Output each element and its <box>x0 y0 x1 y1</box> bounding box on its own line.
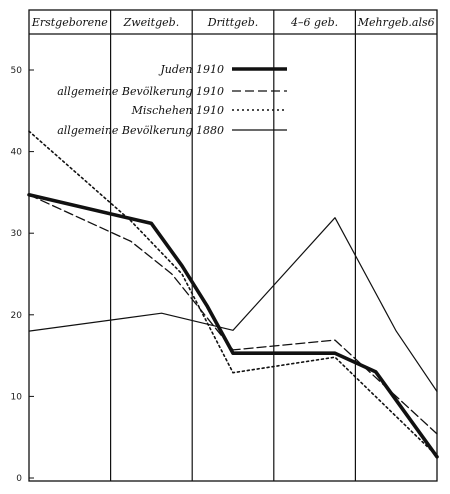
y-tick-label: 40 <box>11 148 23 158</box>
y-tick-label: 30 <box>11 229 23 239</box>
plot-frame <box>28 9 438 482</box>
category-labels: Erstgeborene Zweitgeb. Drittgeb. 4–6 geb. Me… <box>31 16 435 29</box>
y-tick-label: 20 <box>11 311 23 321</box>
category-label: Mehrgeb.als6 <box>357 16 435 29</box>
series-line-4 <box>28 217 438 393</box>
y-axis: 0 10 20 30 40 50 <box>11 66 34 484</box>
series-line-2 <box>28 194 438 435</box>
category-label: Erstgeborene <box>31 16 108 29</box>
legend-label-4: allgemeine Bevölkerung 1880 <box>57 124 224 137</box>
category-label: 4–6 geb. <box>290 16 338 29</box>
y-tick-label: 10 <box>11 392 23 402</box>
series-line-3 <box>28 130 438 457</box>
series-lines <box>27 130 439 459</box>
y-tick-label: 0 <box>16 474 22 484</box>
legend-label-1: Juden 1910 <box>158 63 224 76</box>
legend-label-3: Mischehen 1910 <box>131 104 224 117</box>
series-line-1 <box>27 193 439 459</box>
legend-label-2: allgemeine Bevölkerung 1910 <box>57 85 224 98</box>
legend: Juden 1910 allgemeine Bevölkerung 1910 Mis… <box>57 63 287 137</box>
category-label: Zweitgeb. <box>123 16 180 29</box>
y-tick-label: 50 <box>11 66 23 76</box>
plot-border <box>28 9 438 482</box>
category-label: Drittgeb. <box>207 16 259 29</box>
